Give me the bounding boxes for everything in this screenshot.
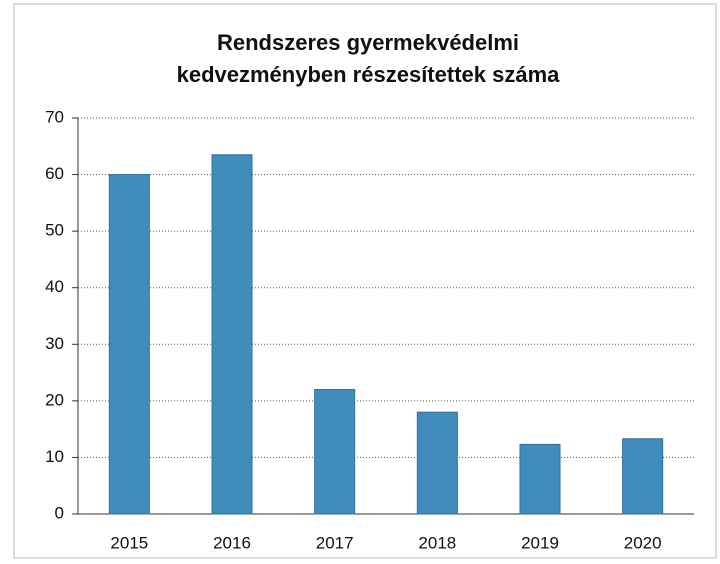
x-tick-label: 2019 <box>521 533 559 552</box>
x-tick-label: 2018 <box>418 533 456 552</box>
y-tick-label: 60 <box>45 164 64 183</box>
chart-frame <box>13 3 717 559</box>
bar <box>314 389 356 515</box>
bar <box>211 154 253 515</box>
y-tick-label: 10 <box>45 447 64 466</box>
y-tick-label: 70 <box>45 107 64 126</box>
x-tick-label: 2020 <box>624 533 662 552</box>
y-tick-label: 40 <box>45 277 64 296</box>
bar <box>108 174 150 515</box>
bar <box>416 411 458 515</box>
chart-title-line: kedvezményben részesítettek száma <box>177 62 561 87</box>
y-tick-label: 0 <box>55 503 64 522</box>
y-tick-label: 20 <box>45 390 64 409</box>
bar <box>519 443 561 515</box>
chart-title-line: Rendszeres gyermekvédelmi <box>217 30 519 55</box>
bar <box>622 438 664 515</box>
y-tick-label: 30 <box>45 334 64 353</box>
y-tick-label: 50 <box>45 221 64 240</box>
x-tick-label: 2017 <box>316 533 354 552</box>
x-tick-label: 2016 <box>213 533 251 552</box>
x-tick-label: 2015 <box>110 533 148 552</box>
